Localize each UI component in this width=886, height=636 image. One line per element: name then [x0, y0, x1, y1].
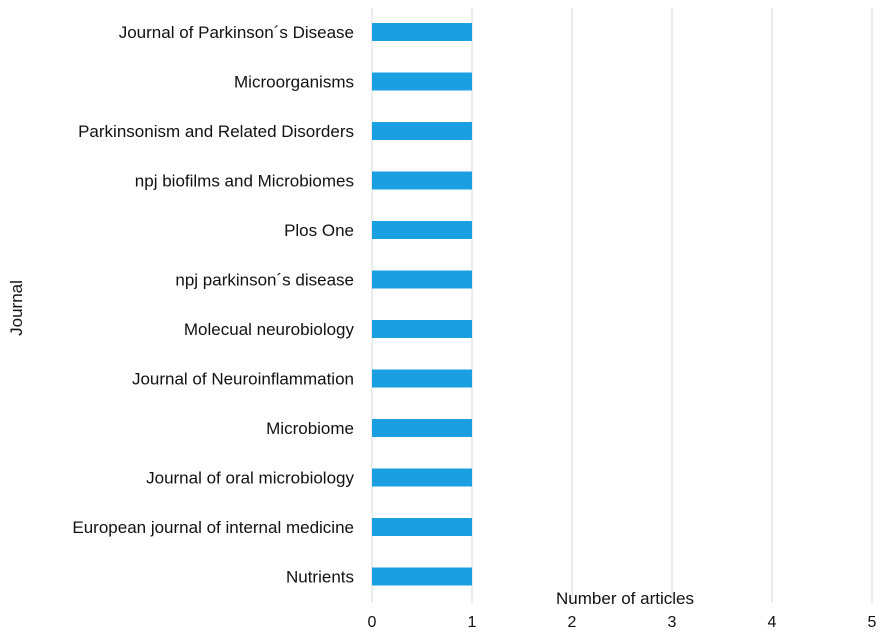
x-axis-title: Number of articles: [556, 589, 694, 608]
category-label: Microbiome: [266, 419, 354, 438]
x-tick-label: 2: [568, 614, 577, 631]
bars: [372, 23, 472, 586]
category-label: Journal of Parkinson´s Disease: [119, 23, 354, 42]
bar: [372, 518, 472, 536]
bar: [372, 419, 472, 437]
category-labels: Journal of Parkinson´s Disease Microorgan…: [72, 23, 354, 587]
category-label: Molecual neurobiology: [184, 320, 355, 339]
category-label: npj parkinson´s disease: [175, 271, 354, 290]
bar: [372, 171, 472, 190]
category-label: Journal of oral microbiology: [146, 469, 354, 488]
bar: [372, 369, 472, 388]
x-tick-label: 3: [668, 614, 677, 631]
category-label: Plos One: [284, 221, 354, 240]
category-label: Nutrients: [286, 568, 354, 587]
bar: [372, 320, 472, 338]
bar: [372, 221, 472, 239]
category-label: Parkinsonism and Related Disorders: [78, 122, 354, 141]
x-tick-label: 5: [868, 614, 877, 631]
category-label: European journal of internal medicine: [72, 518, 354, 537]
x-tick-labels: 0 1 2 3 4 5: [368, 614, 877, 631]
gridlines: [371, 8, 873, 603]
category-label: Journal of Neuroinflammation: [132, 370, 354, 389]
x-tick-label: 0: [368, 614, 377, 631]
x-tick-label: 4: [768, 614, 777, 631]
category-label: Microorganisms: [234, 73, 354, 92]
y-axis-title: Journal: [7, 280, 26, 336]
bar: [372, 23, 472, 41]
bar: [372, 567, 472, 586]
bar: [372, 72, 472, 91]
category-label: npj biofilms and Microbiomes: [135, 172, 354, 191]
x-tick-label: 1: [468, 614, 477, 631]
bar: [372, 270, 472, 289]
bar: [372, 122, 472, 140]
bar: [372, 468, 472, 487]
